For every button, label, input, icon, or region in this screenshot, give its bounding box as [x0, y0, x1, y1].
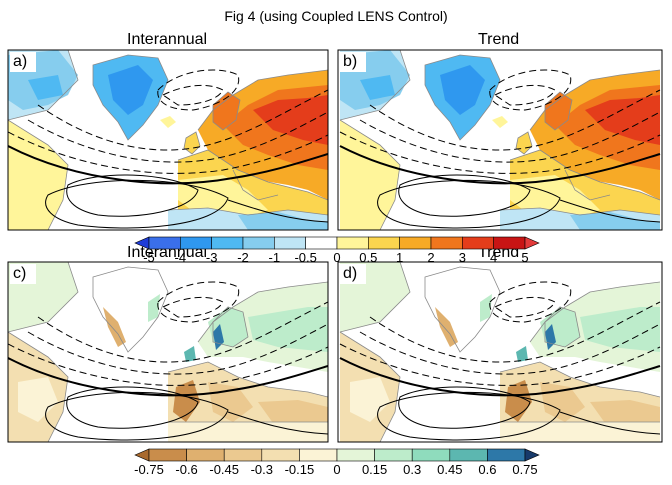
precip-colorbar-tick-label: 0.3 — [403, 462, 421, 477]
precip-colorbar-tick-label: 0.6 — [478, 462, 496, 477]
precip-colorbar-box — [411, 448, 451, 462]
temperature-colorbar-tick-label: -0.5 — [294, 250, 316, 265]
temperature-colorbar-tick-label: 2 — [427, 250, 434, 265]
temperature-colorbar-box — [211, 236, 244, 250]
precip-colorbar-box — [186, 448, 225, 462]
panel-b-map — [338, 50, 662, 230]
temperature-colorbar-tick-label: 3 — [459, 250, 466, 265]
temperature-colorbar-box — [336, 236, 369, 250]
temperature-colorbar-tick-label: -4 — [175, 250, 187, 265]
precip-colorbar-box — [487, 448, 526, 462]
panel-a-label: a) — [13, 53, 28, 70]
precip-colorbar-tick-label: 0 — [333, 462, 340, 477]
panel-b-title: Trend — [478, 31, 520, 48]
panel-a-title: Interannual — [127, 31, 208, 48]
precip-colorbar-tick-label: 0.45 — [437, 462, 462, 477]
precip-colorbar-tick-label: 0.15 — [362, 462, 387, 477]
precip-colorbar-box — [261, 448, 300, 462]
panel-d-label: d) — [343, 265, 358, 282]
panel-c-label: c) — [13, 265, 27, 282]
temperature-colorbar-box — [493, 236, 526, 250]
precip-colorbar-tick-label: 0.75 — [512, 462, 537, 477]
temperature-colorbar-tick-label: 4 — [490, 250, 497, 265]
temperature-colorbar-box — [399, 236, 432, 250]
temperature-colorbar-box — [180, 236, 212, 250]
temperature-colorbar-box — [242, 236, 275, 250]
temperature-colorbar-tick-label: 0.5 — [359, 250, 377, 265]
temperature-colorbar-box — [368, 236, 400, 250]
figure-title: Fig 4 (using Coupled LENS Control) — [224, 8, 448, 24]
precip-colorbar-tick-label: -0.45 — [209, 462, 239, 477]
temperature-colorbar-tick-label: -5 — [143, 250, 155, 265]
temperature-colorbar-arrow-low — [134, 236, 150, 250]
precip-colorbar-box — [223, 448, 263, 462]
precip-colorbar-arrow-low — [134, 448, 150, 462]
panel-a-map — [8, 50, 328, 230]
temperature-colorbar-tick-label: -3 — [206, 250, 218, 265]
precip-colorbar-box — [148, 448, 187, 462]
panel-b-label: b) — [343, 53, 358, 70]
temperature-colorbar-tick-label: 1 — [396, 250, 403, 265]
precip-colorbar-tick-label: -0.6 — [175, 462, 197, 477]
temperature-colorbar-box — [274, 236, 306, 250]
precip-colorbar-box — [374, 448, 413, 462]
precip-colorbar-tick-label: -0.15 — [285, 462, 315, 477]
temperature-colorbar-box — [462, 236, 494, 250]
precip-colorbar-tick-label: -0.3 — [251, 462, 273, 477]
precip-colorbar: -0.75 -0.6 -0.45 -0.3 -0.15 0 0.15 0.3 0.45 0.6 0.… — [134, 448, 540, 477]
temperature-colorbar-tick-label: -1 — [269, 250, 281, 265]
panel-d-map — [338, 262, 662, 442]
temperature-colorbar-tick-label: -2 — [237, 250, 249, 265]
panel-c-map — [8, 262, 328, 442]
temperature-colorbar: -5 -4 -3 -2 -1 -0.5 0 0.5 1 2 3 4 5 — [134, 236, 540, 265]
temperature-colorbar-box — [305, 236, 338, 250]
temperature-colorbar-box — [148, 236, 181, 250]
temperature-colorbar-arrow-high — [524, 236, 540, 250]
temperature-colorbar-box — [430, 236, 463, 250]
temperature-colorbar-tick-label: 0 — [333, 250, 340, 265]
precip-colorbar-box — [299, 448, 338, 462]
precip-colorbar-tick-label: -0.75 — [134, 462, 164, 477]
temperature-colorbar-tick-label: 5 — [521, 250, 528, 265]
precip-colorbar-box — [449, 448, 488, 462]
precip-colorbar-arrow-high — [524, 448, 540, 462]
precip-colorbar-box — [336, 448, 375, 462]
